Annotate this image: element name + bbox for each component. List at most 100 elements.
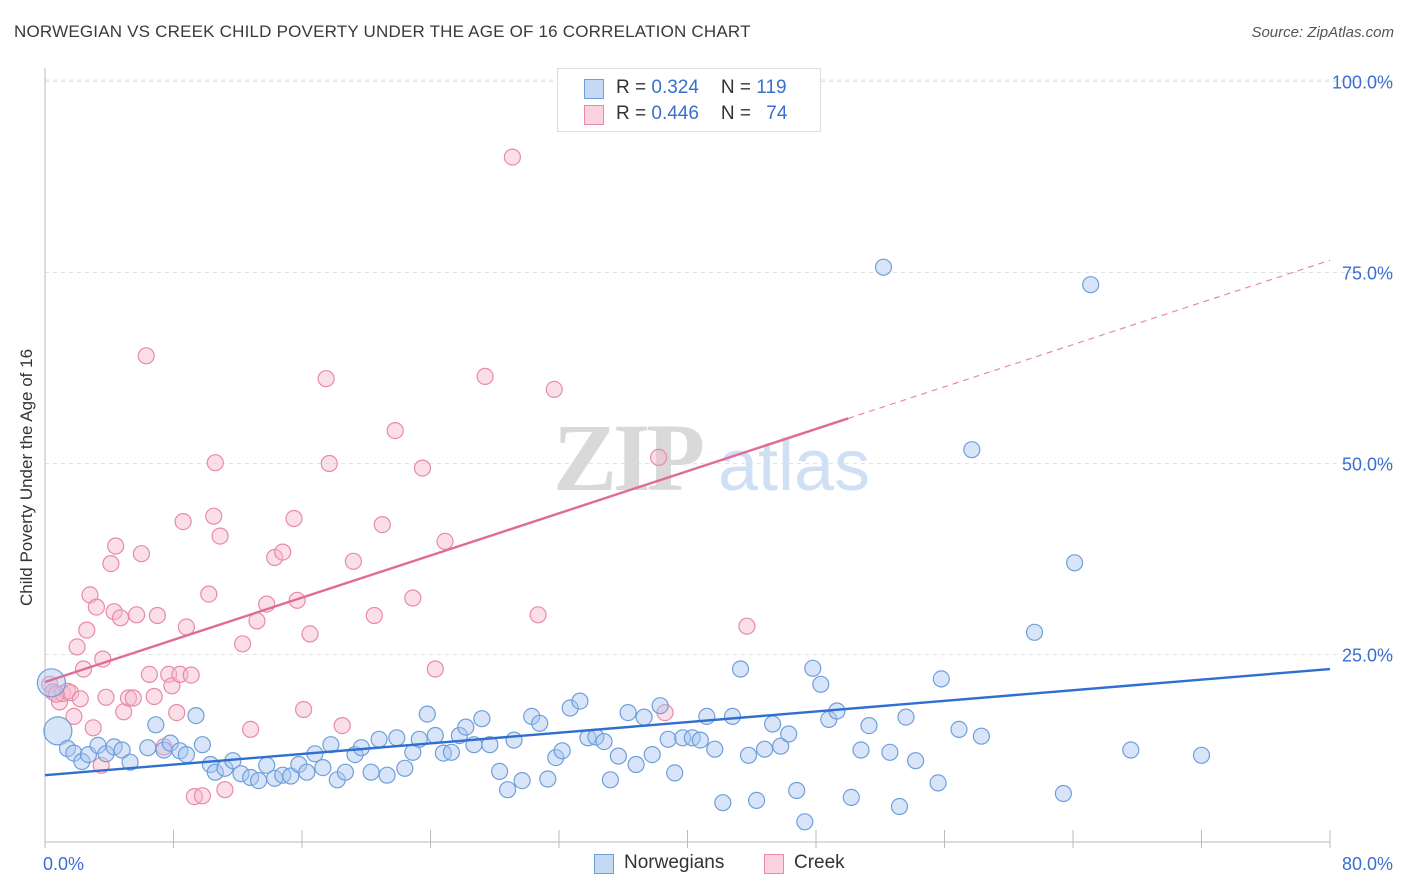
norwegian-point — [881, 743, 899, 761]
x-tick-label: 80.0% — [1342, 854, 1393, 874]
norwegian-point — [897, 708, 915, 726]
norwegian-point — [481, 736, 499, 754]
norwegian-point — [780, 725, 798, 743]
creek-point — [365, 606, 383, 625]
norwegian-point — [378, 766, 396, 784]
legend-label-norwegians: Norwegians — [624, 852, 725, 873]
norwegian-point — [627, 755, 645, 774]
creek-point — [111, 609, 130, 627]
norwegian-point — [250, 771, 268, 790]
creek-point — [295, 700, 313, 719]
norwegian-point — [553, 742, 571, 760]
norwegian-point — [1192, 746, 1211, 764]
norwegian-point — [547, 748, 565, 767]
creek-point — [47, 685, 65, 703]
y-tick-label: 75.0% — [1342, 264, 1393, 284]
series-legend: Norwegians Creek — [0, 852, 1406, 878]
norwegian-point — [852, 741, 870, 759]
x-tick-label: 0.0% — [43, 854, 84, 874]
norwegian-point — [396, 759, 414, 777]
creek-point — [137, 347, 155, 365]
creek-trend-extension — [847, 259, 1331, 419]
creek-point — [738, 617, 756, 635]
creek-point — [476, 367, 494, 385]
creek-point — [436, 532, 454, 551]
creek-point — [344, 552, 362, 570]
creek-point — [373, 515, 391, 534]
norwegian-point — [972, 727, 991, 745]
norwegian-point — [772, 737, 790, 755]
norwegian-point — [890, 797, 909, 816]
norwegian-point — [755, 740, 774, 758]
norwegian-point — [298, 763, 316, 781]
creek-point — [119, 689, 138, 707]
creek-point — [71, 690, 89, 708]
norwegian-point — [571, 692, 589, 710]
creek-point — [84, 719, 102, 737]
axes — [44, 68, 1331, 848]
norwegian-point — [906, 752, 925, 770]
norwegian-point — [601, 771, 620, 789]
norwegian-point — [370, 730, 388, 748]
creek-point — [174, 512, 192, 531]
creek-point — [413, 459, 432, 477]
creek-point — [426, 660, 444, 678]
norwegian-point — [747, 791, 766, 810]
stats-text-creek: R = 0.446 N = 74 — [616, 103, 787, 125]
creek-point — [97, 688, 115, 706]
norwegian-point — [491, 762, 509, 781]
watermark-zip: ZIP — [553, 404, 702, 511]
stats-legend: R = 0.324 N = 119 R = 0.446 N = 74 — [557, 68, 821, 132]
norwegian-point — [706, 740, 724, 758]
norwegian-point — [1025, 623, 1044, 641]
watermark-atlas: atlas — [718, 426, 870, 506]
creek-point — [62, 684, 80, 702]
norwegian-point — [932, 670, 950, 688]
creek-point — [211, 527, 229, 545]
norwegian-point — [561, 699, 579, 717]
creek-point — [285, 509, 303, 528]
creek-swatch — [584, 105, 604, 125]
creek-legend-swatch — [764, 854, 784, 874]
norwegian-point — [739, 746, 758, 764]
creek-point — [168, 703, 186, 722]
creek-point — [140, 665, 158, 684]
norwegian-point — [812, 675, 830, 693]
chart-title: NORWEGIAN VS CREEK CHILD POVERTY UNDER T… — [14, 22, 751, 41]
norwegian-point — [860, 716, 878, 735]
norwegian-point — [121, 753, 139, 771]
legend-label-creek: Creek — [794, 852, 845, 873]
norwegian-point — [36, 668, 67, 698]
norwegian-point — [187, 706, 205, 725]
norwegian-point — [595, 732, 613, 751]
n-value: 119 — [756, 77, 787, 98]
norwegian-point — [842, 788, 860, 807]
norwegian-point — [531, 714, 549, 732]
norwegian-point — [1122, 741, 1140, 759]
norwegian-point — [499, 781, 517, 799]
norwegian-point — [139, 739, 157, 757]
norwegian-point — [193, 736, 211, 754]
norwegian-point — [635, 708, 653, 726]
creek-point — [206, 454, 224, 472]
y-tick-label: 100.0% — [1332, 73, 1393, 93]
creek-point — [320, 454, 338, 473]
creek-point — [102, 554, 120, 573]
creek-point — [124, 689, 142, 707]
norwegian-point — [963, 441, 981, 459]
tick-labels: 25.0% 50.0% 75.0% 100.0% 0.0% 80.0% — [43, 73, 1393, 875]
norwegian-point — [1054, 784, 1073, 803]
norwegian-points — [36, 258, 1211, 831]
norwegian-point — [691, 731, 709, 749]
creek-point — [503, 148, 522, 166]
creek-point — [386, 422, 404, 440]
norwegian-point — [1065, 554, 1084, 572]
creek-point — [317, 370, 335, 388]
r-value: 0.324 — [651, 77, 699, 98]
y-axis-title-wrap: Child Poverty Under the Age of 16 — [17, 349, 37, 626]
creek-point — [107, 537, 125, 555]
y-tick-label: 25.0% — [1342, 646, 1393, 666]
norwegian-point — [929, 774, 947, 792]
norwegian-point — [442, 743, 460, 761]
